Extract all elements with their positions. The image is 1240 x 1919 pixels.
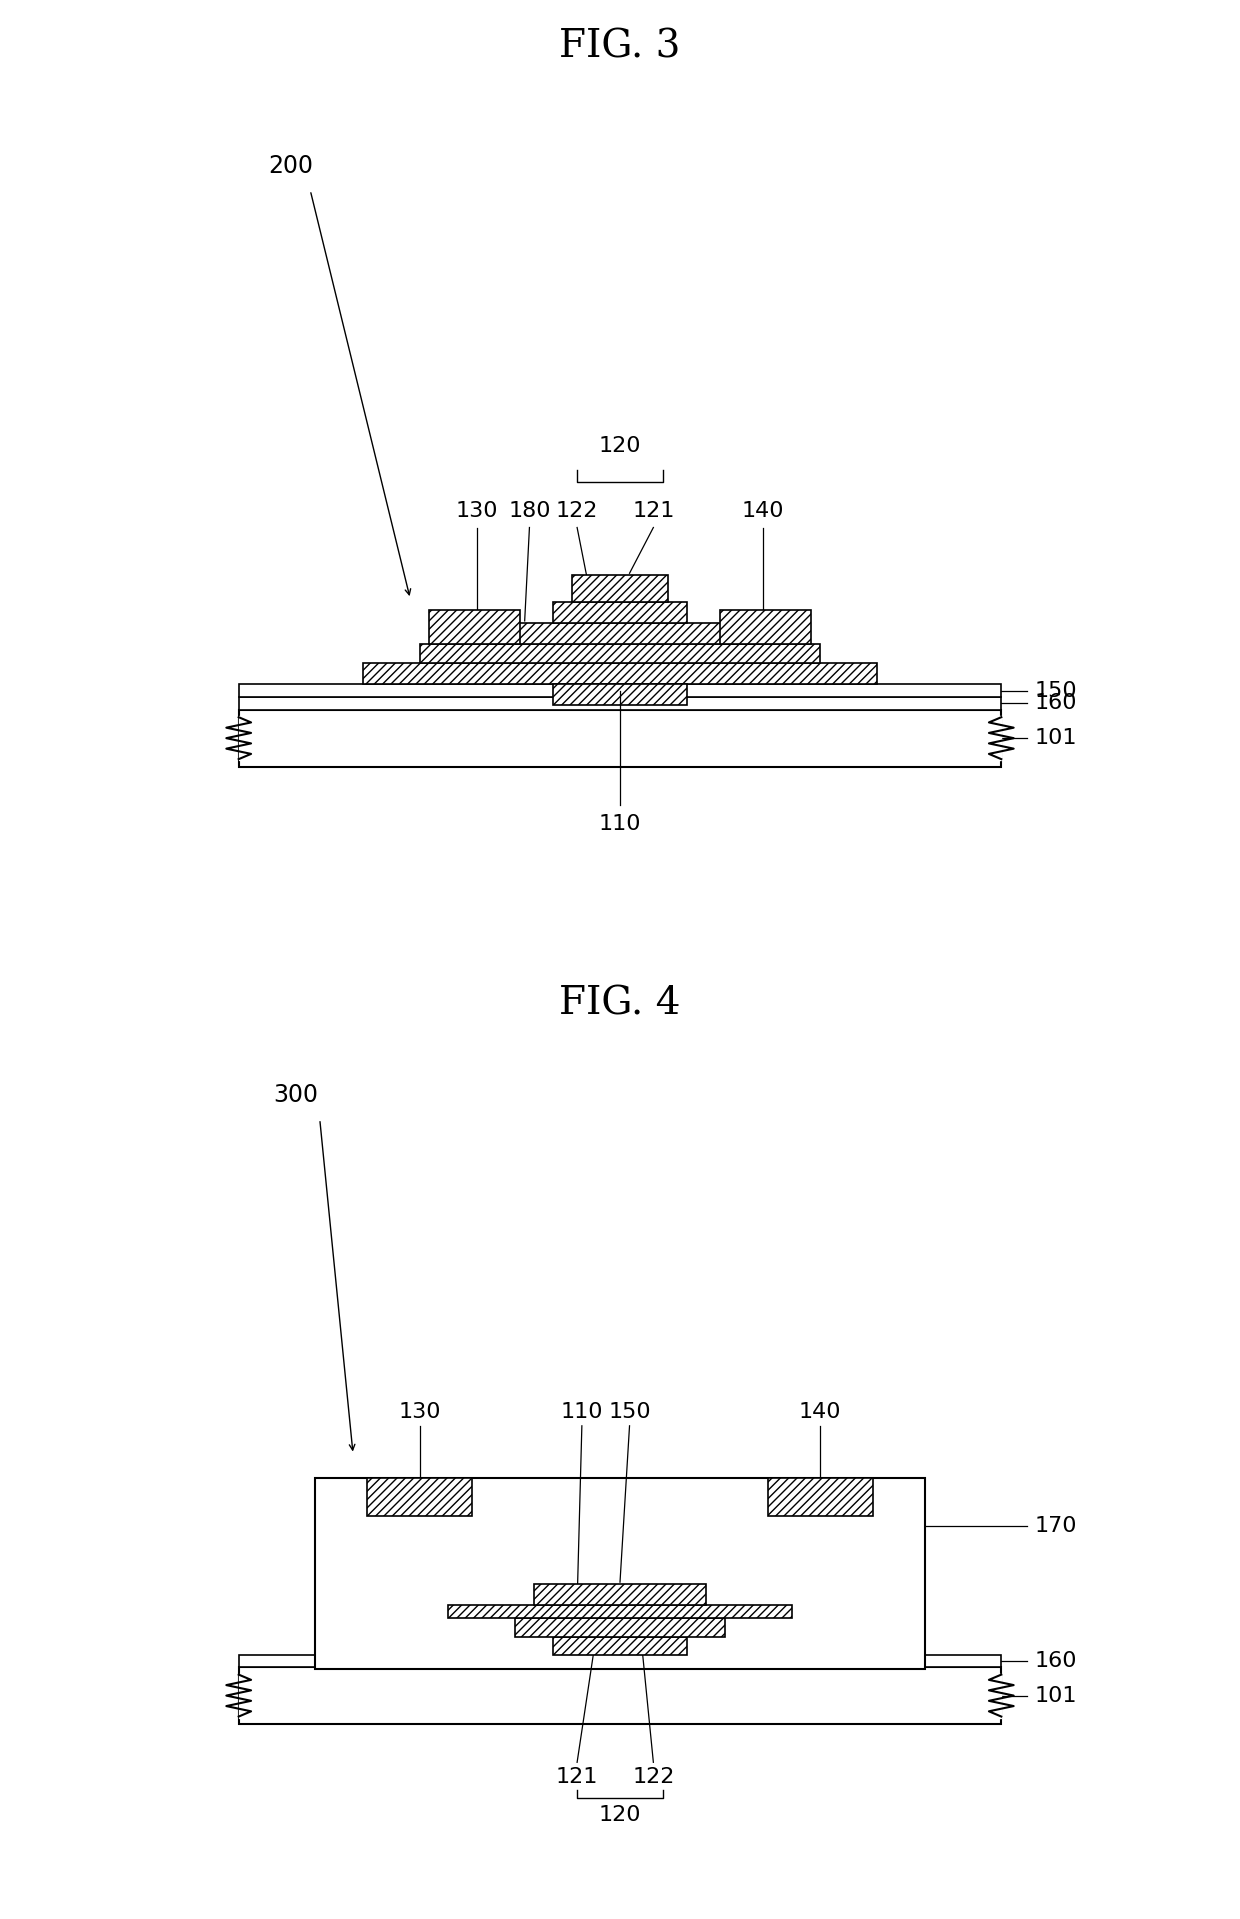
Bar <box>238 710 1002 768</box>
Bar <box>553 603 687 624</box>
Bar <box>367 1478 472 1516</box>
Text: 101: 101 <box>1034 1685 1078 1706</box>
Text: 300: 300 <box>273 1082 319 1107</box>
Bar <box>573 576 667 603</box>
Text: 122: 122 <box>556 501 598 522</box>
Polygon shape <box>977 716 1002 760</box>
Bar <box>238 683 1002 697</box>
Text: 110: 110 <box>599 814 641 835</box>
Bar <box>238 1668 1002 1723</box>
Bar <box>420 643 820 662</box>
Bar <box>720 610 811 643</box>
Bar <box>486 624 754 643</box>
Text: 130: 130 <box>456 501 498 522</box>
Text: 120: 120 <box>599 1804 641 1825</box>
Text: 101: 101 <box>1034 727 1078 748</box>
Text: 140: 140 <box>742 501 784 522</box>
Polygon shape <box>977 1673 1002 1718</box>
Text: 140: 140 <box>799 1401 842 1422</box>
Bar <box>238 1654 1002 1668</box>
Text: 121: 121 <box>556 1767 598 1787</box>
Bar <box>768 1478 873 1516</box>
Bar <box>534 1583 706 1604</box>
Bar <box>553 683 687 704</box>
Bar <box>515 1618 725 1637</box>
Text: 120: 120 <box>599 436 641 457</box>
Polygon shape <box>238 1673 263 1718</box>
Text: 110: 110 <box>560 1401 603 1422</box>
Text: 150: 150 <box>1034 681 1078 700</box>
Bar <box>449 1604 791 1618</box>
Bar <box>362 662 878 683</box>
Text: 170: 170 <box>1034 1516 1078 1535</box>
Polygon shape <box>238 716 263 760</box>
Text: 130: 130 <box>398 1401 441 1422</box>
Text: 160: 160 <box>1034 1650 1078 1671</box>
Text: 200: 200 <box>269 154 314 178</box>
Text: 160: 160 <box>1034 693 1078 714</box>
Bar <box>429 610 520 643</box>
Bar <box>238 697 1002 710</box>
Text: 150: 150 <box>609 1401 651 1422</box>
Bar <box>553 1637 687 1654</box>
Text: 121: 121 <box>632 501 675 522</box>
Text: 122: 122 <box>632 1767 675 1787</box>
Text: 180: 180 <box>508 501 551 522</box>
Text: FIG. 4: FIG. 4 <box>559 986 681 1023</box>
Bar <box>315 1478 925 1670</box>
Text: FIG. 3: FIG. 3 <box>559 29 681 65</box>
